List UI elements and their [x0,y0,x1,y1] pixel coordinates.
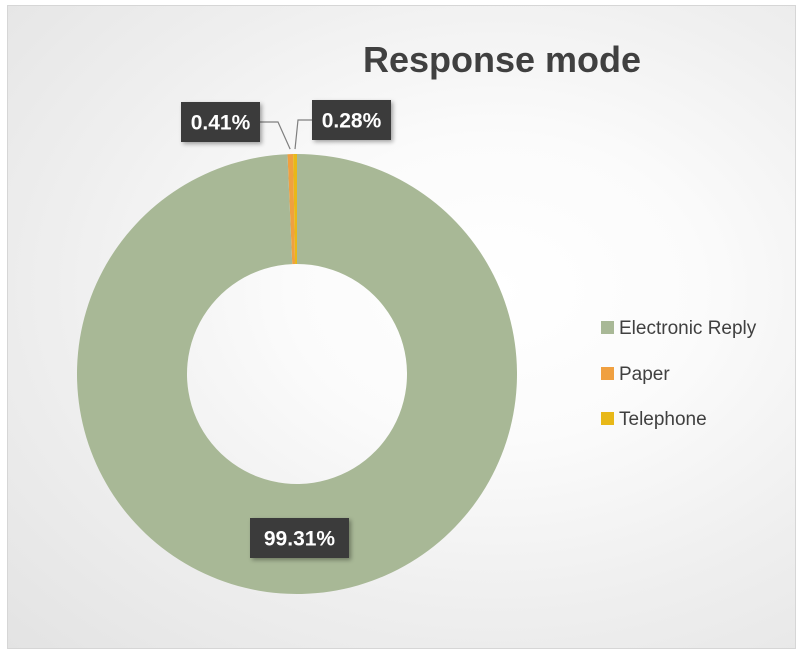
legend-label-paper: Paper [619,364,670,385]
legend: Electronic Reply Paper Telephone [601,318,757,430]
legend-swatch-paper [601,367,614,380]
leader-lines [260,119,312,150]
slice-paper [287,154,296,265]
legend-item-telephone: Telephone [601,409,707,430]
legend-label-telephone: Telephone [619,409,707,430]
data-label-box [312,100,391,140]
data-label-paper: 0.41% [181,102,260,142]
legend-item-paper: Paper [601,364,670,385]
data-label-box [181,102,260,142]
slice-electronic-reply [77,154,518,594]
leader-line-paper [260,121,291,150]
leader-line-telephone [294,119,312,150]
chart-title: Response mode [363,39,641,80]
legend-swatch-electronic-reply [601,321,614,334]
data-label-text: 0.41% [191,112,251,135]
data-label-text: 99.31% [264,528,336,551]
legend-label-electronic-reply: Electronic Reply [619,318,757,339]
slice-telephone [293,154,297,265]
data-label-box [250,518,349,558]
legend-item-electronic-reply: Electronic Reply [601,318,757,339]
slices [77,154,518,594]
legend-swatch-telephone [601,412,614,425]
data-label-electronic-reply: 99.31% [250,518,349,558]
data-label-telephone: 0.28% [312,100,391,140]
data-labels: 99.31% 0.41% 0.28% [181,100,391,558]
data-label-text: 0.28% [322,110,382,133]
